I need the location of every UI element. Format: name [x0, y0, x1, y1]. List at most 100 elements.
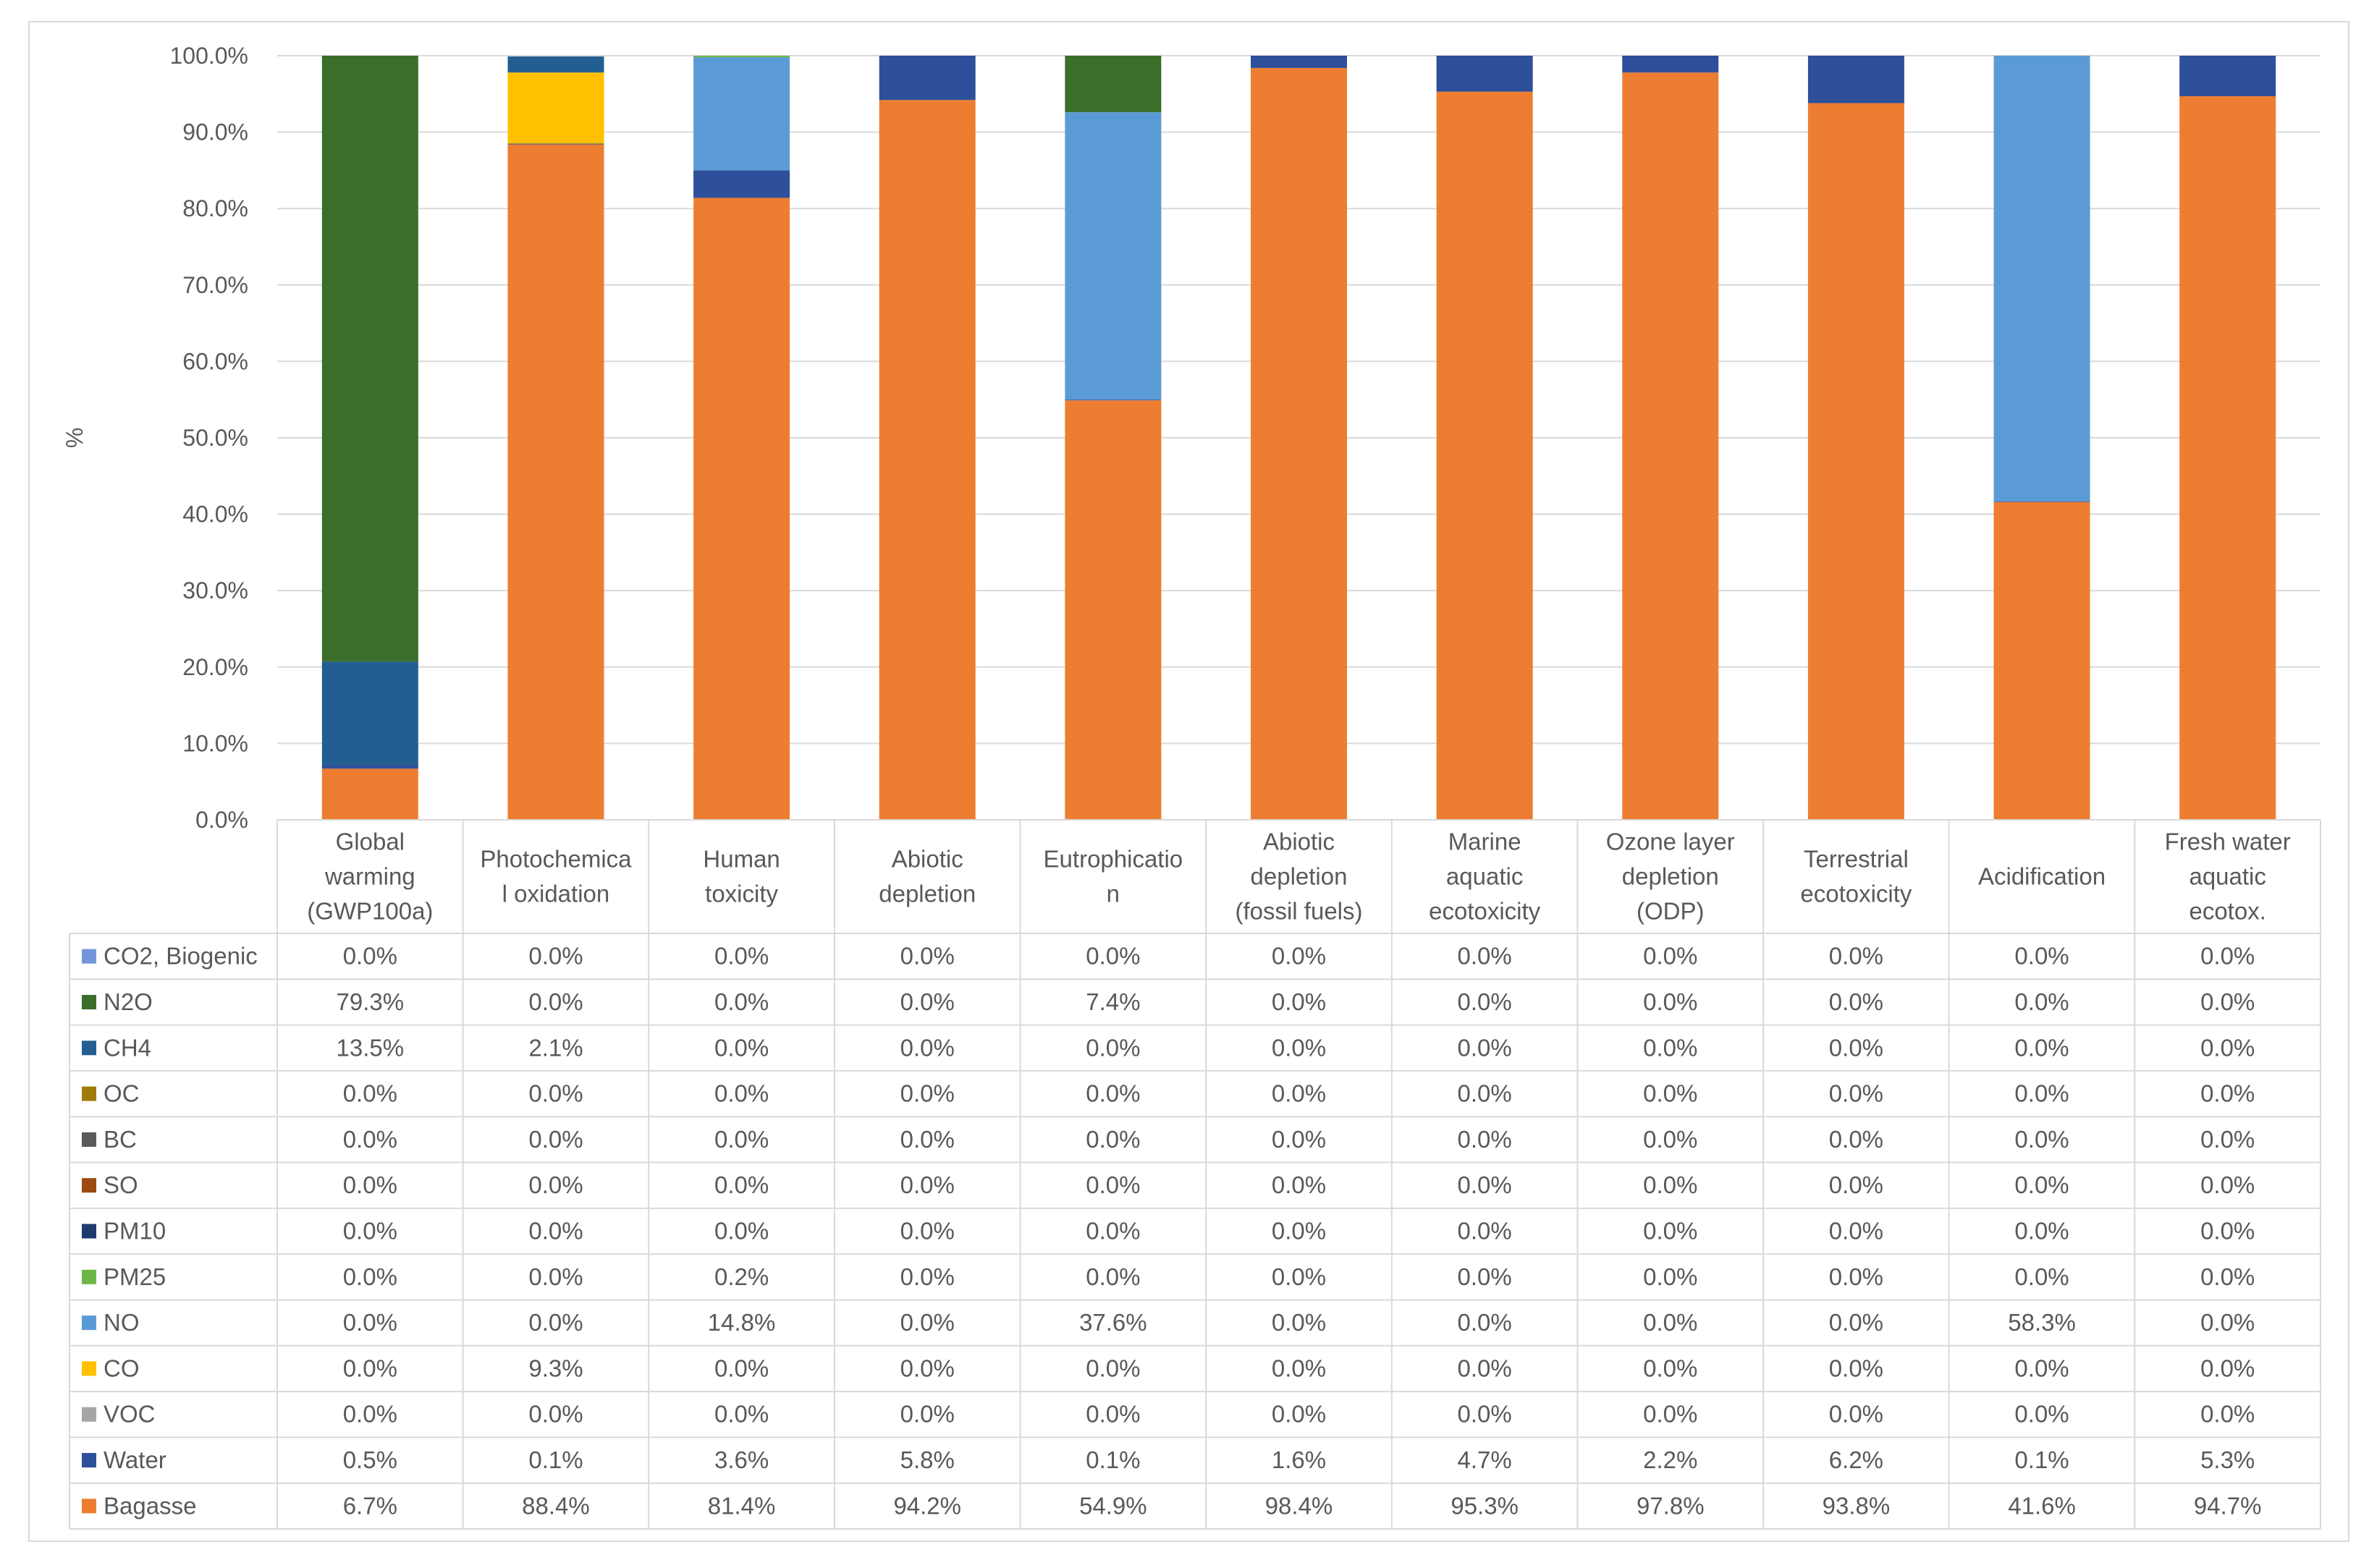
data-value: 0.0% [1458, 988, 1512, 1015]
bar-segment [1251, 56, 1347, 68]
data-value: 0.0% [528, 1171, 583, 1198]
bar-segment [879, 56, 976, 101]
data-value: 0.0% [1643, 1263, 1697, 1290]
data-value: 0.0% [1643, 1401, 1697, 1428]
bar-segment [693, 57, 790, 171]
category-label: Global [336, 829, 405, 855]
data-value: 93.8% [1823, 1492, 1891, 1519]
y-tick-label: 100.0% [169, 43, 248, 69]
data-value: 0.0% [1086, 1034, 1140, 1061]
bar-segment [1993, 501, 2090, 502]
data-value: 0.0% [2014, 1218, 2069, 1245]
data-value: 0.0% [2014, 988, 2069, 1015]
data-value: 0.0% [1086, 1218, 1140, 1245]
legend-key [82, 1132, 96, 1147]
data-value: 0.0% [900, 1263, 955, 1290]
category-label: Photochemica [480, 846, 632, 873]
data-value: 0.0% [528, 943, 583, 970]
data-value: 79.3% [337, 988, 405, 1015]
data-value: 0.0% [1272, 1263, 1326, 1290]
data-value: 0.1% [1086, 1446, 1140, 1473]
data-value: 54.9% [1079, 1492, 1147, 1519]
data-value: 0.0% [2014, 1355, 2069, 1381]
data-value: 0.0% [1643, 1126, 1697, 1153]
data-value: 0.0% [900, 943, 955, 970]
data-value: 0.0% [343, 1401, 397, 1428]
data-value: 0.0% [714, 1171, 769, 1198]
data-value: 6.2% [1829, 1446, 1883, 1473]
data-value: 0.0% [528, 1218, 583, 1245]
data-value: 0.0% [343, 1309, 397, 1336]
data-value: 0.0% [714, 1218, 769, 1245]
series-name: NO [104, 1309, 140, 1336]
data-value: 0.0% [1829, 1171, 1883, 1198]
data-value: 0.0% [1829, 1263, 1883, 1290]
data-value: 0.0% [2014, 1126, 2069, 1153]
series-name: CH4 [104, 1034, 151, 1061]
legend-key [82, 1224, 96, 1239]
category-label: ecotoxicity [1800, 881, 1912, 907]
data-value: 37.6% [1079, 1309, 1147, 1336]
category-label: Fresh water [2165, 829, 2291, 855]
data-value: 0.0% [2200, 1080, 2255, 1107]
bar-segment [1622, 56, 1719, 73]
data-value: 0.0% [2014, 1401, 2069, 1428]
data-value: 0.0% [1458, 1263, 1512, 1290]
series-name: Bagasse [104, 1492, 196, 1519]
data-value: 0.0% [1829, 1126, 1883, 1153]
data-value: 0.0% [1458, 1309, 1512, 1336]
data-value: 0.0% [1643, 1034, 1697, 1061]
data-value: 0.0% [900, 1218, 955, 1245]
y-tick-label: 10.0% [182, 730, 248, 756]
data-value: 0.0% [1643, 1218, 1697, 1245]
data-value: 7.4% [1086, 988, 1140, 1015]
series-name: PM10 [104, 1218, 166, 1245]
data-value: 0.0% [1458, 1126, 1512, 1153]
data-value: 0.0% [528, 1263, 583, 1290]
bar-segment [1807, 103, 1904, 821]
data-value: 0.0% [343, 1080, 397, 1107]
data-value: 0.2% [714, 1263, 769, 1290]
data-value: 0.0% [1272, 988, 1326, 1015]
bar-segment [693, 170, 790, 198]
data-value: 0.0% [1086, 1080, 1140, 1107]
category-label: depletion [1622, 863, 1719, 890]
data-value: 9.3% [528, 1355, 583, 1381]
y-tick-label: 60.0% [182, 348, 248, 374]
data-value: 97.8% [1637, 1492, 1705, 1519]
data-value: 0.0% [2200, 1263, 2255, 1290]
data-value: 58.3% [2008, 1309, 2076, 1336]
category-label: aquatic [2189, 863, 2265, 890]
data-value: 0.0% [343, 1355, 397, 1381]
data-value: 0.0% [1458, 1355, 1512, 1381]
data-value: 0.1% [2014, 1446, 2069, 1473]
data-value: 0.0% [714, 943, 769, 970]
data-value: 0.0% [2200, 1218, 2255, 1245]
data-value: 0.0% [528, 1126, 583, 1153]
legend-key [82, 1453, 96, 1468]
data-value: 94.2% [893, 1492, 961, 1519]
bar-segment [321, 768, 418, 820]
legend-key [82, 994, 96, 1009]
data-value: 0.0% [528, 1401, 583, 1428]
data-value: 0.0% [900, 1401, 955, 1428]
bar-segment [1622, 72, 1719, 820]
category-label: n [1107, 881, 1120, 907]
data-value: 0.0% [343, 1263, 397, 1290]
data-value: 0.0% [1643, 1080, 1697, 1107]
data-value: 0.0% [714, 1034, 769, 1061]
category-label: ecotox. [2189, 898, 2265, 925]
bar-segment [507, 56, 604, 73]
bar-segment [1065, 112, 1162, 400]
data-value: 0.0% [1458, 1034, 1512, 1061]
data-value: 0.5% [343, 1446, 397, 1473]
series-name: CO2, Biogenic [104, 943, 258, 970]
data-value: 0.0% [2200, 1171, 2255, 1198]
category-label: depletion [1251, 863, 1348, 890]
series-name: PM25 [104, 1263, 166, 1290]
data-value: 0.0% [1458, 1218, 1512, 1245]
data-value: 0.0% [1272, 943, 1326, 970]
data-value: 0.0% [1086, 943, 1140, 970]
data-value: 0.0% [1086, 1263, 1140, 1290]
data-value: 0.0% [1272, 1080, 1326, 1107]
